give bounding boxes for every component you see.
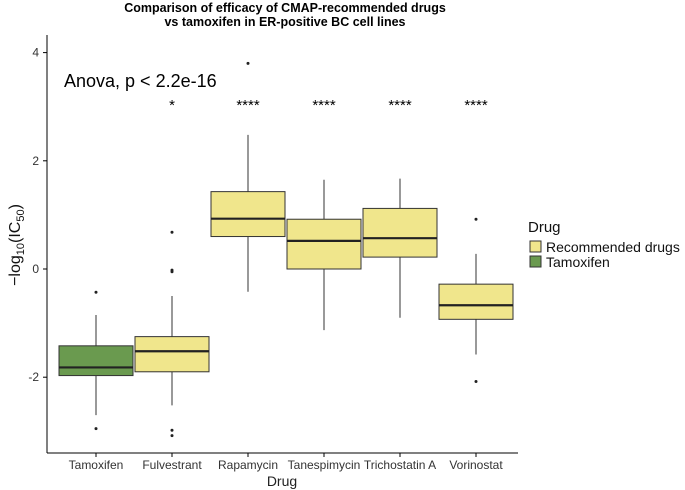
- outlier-point: [170, 230, 174, 234]
- box: [58, 345, 134, 377]
- box: [210, 191, 286, 238]
- significance-label: ****: [312, 97, 336, 114]
- x-tick-label: Trichostatin A: [364, 458, 436, 472]
- box-series: * **** **** **** ****: [58, 61, 514, 438]
- y-tick-label: 2: [32, 154, 39, 168]
- chart-subtitle: vs tamoxifen in ER-positive BC cell line…: [164, 15, 405, 29]
- outlier-point: [246, 61, 250, 65]
- y-tick-label: -2: [28, 370, 39, 384]
- y-tick-label: 0: [32, 262, 39, 276]
- legend-title: Drug: [528, 219, 561, 236]
- x-axis-title: Drug: [267, 473, 297, 489]
- box: [134, 336, 210, 373]
- x-tick-label: Tamoxifen: [69, 458, 124, 472]
- x-tick-label: Tanespimycin: [288, 458, 361, 472]
- legend: Drug Recommended drugs Tamoxifen: [528, 219, 680, 270]
- chart-title: Comparison of efficacy of CMAP-recommend…: [124, 1, 446, 15]
- x-tick-label: Vorinostat: [449, 458, 503, 472]
- y-tick-label: 4: [32, 46, 39, 60]
- box: [286, 218, 362, 270]
- significance-label: *: [169, 97, 175, 114]
- box: [438, 283, 514, 320]
- outlier-point: [474, 217, 478, 221]
- y-axis-ticks: 4 2 0 -2: [28, 46, 47, 384]
- x-tick-label: Fulvestrant: [142, 458, 202, 472]
- legend-swatch-tamoxifen: [529, 255, 542, 268]
- anova-annotation: Anova, p < 2.2e-16: [64, 71, 217, 91]
- x-tick-label: Rapamycin: [218, 458, 278, 472]
- significance-label: ****: [464, 97, 488, 114]
- outlier-point: [170, 270, 174, 274]
- significance-label: ****: [236, 97, 260, 114]
- box: [362, 207, 438, 258]
- legend-swatch-recommended: [529, 240, 542, 253]
- y-axis-title: −log10(IC50): [7, 204, 27, 286]
- legend-label-recommended: Recommended drugs: [546, 239, 680, 255]
- outlier-point: [94, 290, 98, 294]
- legend-label-tamoxifen: Tamoxifen: [546, 254, 610, 270]
- outlier-point: [170, 434, 174, 438]
- significance-label: ****: [388, 97, 412, 114]
- outlier-point: [94, 427, 98, 431]
- outlier-point: [170, 428, 174, 432]
- x-axis-ticks: Tamoxifen Fulvestrant Rapamycin Tanespimyci…: [69, 453, 503, 472]
- outlier-point: [474, 380, 478, 384]
